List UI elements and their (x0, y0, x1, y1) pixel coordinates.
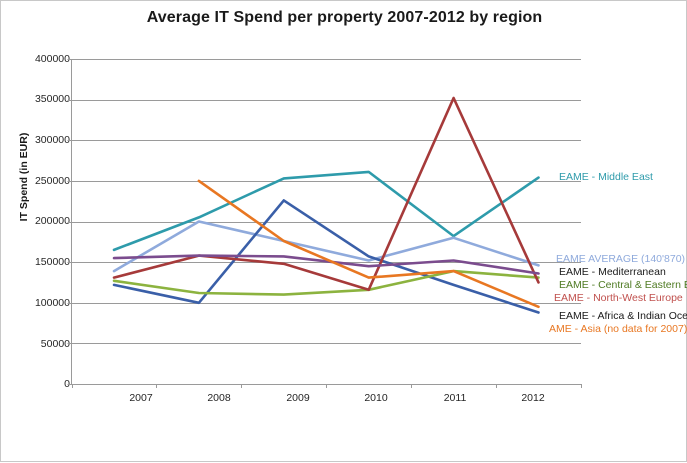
y-axis-tick-labels: 400000 350000 300000 250000 200000 15000… (14, 1, 70, 463)
y-tick-label: 150000 (34, 256, 70, 268)
y-tick-label: 350000 (34, 93, 70, 105)
series-line (197, 179, 540, 309)
chart-title: Average IT Spend per property 2007-2012 … (146, 9, 543, 26)
gridlines (71, 59, 581, 344)
y-tick-label: 300000 (34, 134, 70, 146)
series-line (112, 269, 540, 296)
series-line (112, 96, 540, 292)
label-middle-east: EAME - Middle East (559, 171, 653, 183)
label-central-eastern-europe: EAME - Central & Eastern E (559, 279, 687, 291)
x-tick-label: 2009 (286, 392, 310, 404)
y-tick-label: 50000 (40, 338, 70, 350)
series-line (112, 199, 540, 314)
series-line (112, 254, 540, 275)
axis-lines (67, 59, 582, 388)
series-lines (112, 96, 540, 314)
x-tick-label: 2010 (364, 392, 388, 404)
x-tick-label: 2011 (443, 392, 467, 404)
label-north-west-europe: EAME - North-West Europe (554, 292, 683, 304)
series-line (112, 220, 540, 273)
label-asia: AME - Asia (no data for 2007) (549, 323, 687, 335)
y-tick-label: 200000 (34, 215, 70, 227)
series-line (112, 170, 540, 252)
y-tick-label: 250000 (34, 175, 70, 187)
x-tick-label: 2008 (207, 392, 231, 404)
x-tick-label: 2012 (521, 392, 545, 404)
y-tick-label: 400000 (34, 53, 70, 65)
y-tick-label: 100000 (34, 297, 70, 309)
label-eame-average: EAME AVERAGE (140'870) (556, 253, 686, 265)
x-tick-label: 2007 (129, 392, 153, 404)
label-africa-indian-ocean: EAME - Africa & Indian Oce (559, 310, 687, 322)
label-mediterranean: EAME - Mediterranean (559, 266, 666, 278)
y-tick-label: 0 (64, 378, 70, 390)
